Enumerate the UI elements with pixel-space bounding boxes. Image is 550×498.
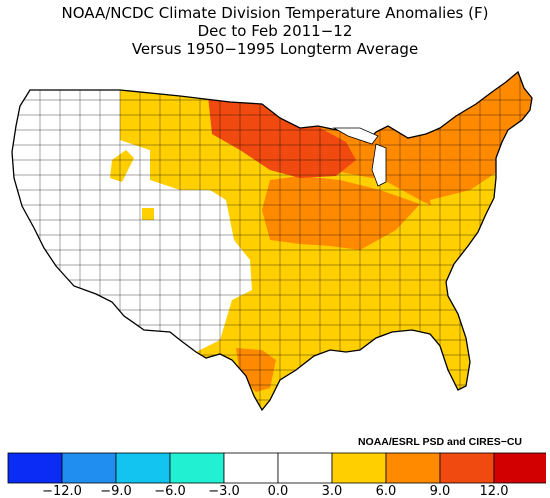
- lake-michigan: [371, 143, 387, 187]
- band-3-6-montana: [120, 96, 232, 162]
- legend-tick-label: 6.0: [375, 484, 397, 498]
- title-line-2: Dec to Feb 2011−12: [197, 22, 353, 40]
- legend-bin-9: [493, 452, 546, 484]
- division-boundaries: [12, 72, 532, 410]
- legend-tick-label: −6.0: [154, 484, 186, 498]
- legend-bin-3: [169, 452, 225, 484]
- legend-bin-7: [385, 452, 441, 484]
- legend-tick-label: 9.0: [429, 484, 451, 498]
- legend-tick-label: 0.0: [267, 484, 289, 498]
- legend-tick-label: −12.0: [42, 484, 82, 498]
- color-legend: [7, 452, 546, 484]
- legend-bin-0: [7, 452, 63, 484]
- title-line-3: Versus 1950−1995 Longterm Average: [131, 40, 419, 58]
- legend-bin-1: [61, 452, 117, 484]
- legend-bin-4: [223, 452, 279, 484]
- lake-superior: [332, 127, 379, 145]
- legend-bin-6: [331, 452, 387, 484]
- us-climate-division-map: [11, 71, 533, 411]
- band-9-12: [208, 96, 356, 178]
- legend-tick-label: 3.0: [321, 484, 343, 498]
- legend-bin-2: [115, 452, 171, 484]
- legend-tick-label: 12.0: [479, 484, 509, 498]
- title-line-1: NOAA/NCDC Climate Division Temperature A…: [61, 4, 489, 22]
- legend-tick-label: −3.0: [208, 484, 240, 498]
- credit-text: NOAA/ESRL PSD and CIRES−CU: [357, 436, 522, 448]
- legend-bin-8: [439, 452, 495, 484]
- legend-bin-5: [277, 452, 333, 484]
- legend-tick-label: −9.0: [100, 484, 132, 498]
